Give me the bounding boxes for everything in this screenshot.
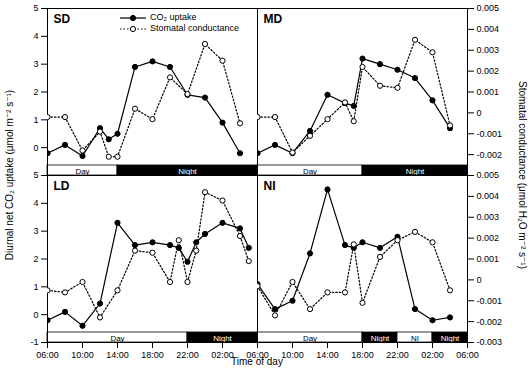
svg-text:0: 0 [33, 310, 38, 320]
svg-text:-0.002: -0.002 [477, 317, 503, 327]
svg-text:22:00: 22:00 [176, 350, 199, 360]
svg-text:Day: Day [303, 334, 317, 343]
svg-text:18:00: 18:00 [351, 350, 374, 360]
svg-text:0.003: 0.003 [477, 45, 500, 55]
svg-text:14:00: 14:00 [106, 350, 129, 360]
svg-text:4: 4 [33, 198, 38, 208]
svg-text:5: 5 [33, 3, 38, 13]
svg-text:Night: Night [213, 334, 232, 343]
svg-text:0: 0 [477, 108, 482, 118]
svg-text:NI: NI [264, 179, 276, 193]
svg-text:0: 0 [477, 275, 482, 285]
svg-text:0.003: 0.003 [477, 212, 500, 222]
svg-text:4: 4 [33, 31, 38, 41]
svg-text:06:00: 06:00 [456, 350, 479, 360]
svg-text:-1: -1 [30, 337, 38, 347]
svg-text:-0.001: -0.001 [477, 129, 503, 139]
svg-text:5: 5 [33, 170, 38, 180]
svg-text:Day: Day [75, 167, 89, 176]
svg-text:Night: Night [406, 167, 425, 176]
svg-text:Night: Night [371, 334, 390, 343]
svg-text:-0.003: -0.003 [477, 337, 503, 347]
svg-text:0.005: 0.005 [477, 170, 500, 180]
svg-text:22:00: 22:00 [386, 350, 409, 360]
svg-text:0.004: 0.004 [477, 191, 500, 201]
svg-text:14:00: 14:00 [316, 350, 339, 360]
svg-text:3: 3 [33, 59, 38, 69]
svg-text:2: 2 [33, 254, 38, 264]
svg-text:1: 1 [33, 115, 38, 125]
svg-text:2: 2 [33, 87, 38, 97]
svg-text:0.001: 0.001 [477, 254, 500, 264]
svg-text:0.002: 0.002 [477, 66, 500, 76]
svg-text:NI: NI [411, 334, 419, 343]
svg-text:Day: Day [303, 167, 317, 176]
svg-text:3: 3 [33, 226, 38, 236]
svg-text:02:00: 02:00 [211, 350, 234, 360]
svg-text:-0.001: -0.001 [477, 296, 503, 306]
svg-text:10:00: 10:00 [281, 350, 304, 360]
svg-text:SD: SD [54, 12, 71, 26]
svg-text:0.005: 0.005 [477, 3, 500, 13]
svg-text:MD: MD [264, 12, 283, 26]
svg-text:10:00: 10:00 [71, 350, 94, 360]
svg-text:02:00: 02:00 [421, 350, 444, 360]
svg-text:0.004: 0.004 [477, 24, 500, 34]
svg-text:Night: Night [178, 167, 197, 176]
svg-text:06:00: 06:00 [36, 350, 59, 360]
svg-text:Day: Day [110, 334, 124, 343]
svg-text:0: 0 [33, 143, 38, 153]
svg-text:-0.002: -0.002 [477, 150, 503, 160]
svg-text:LD: LD [54, 179, 70, 193]
svg-text:18:00: 18:00 [141, 350, 164, 360]
svg-text:1: 1 [33, 282, 38, 292]
svg-text:Night: Night [441, 334, 460, 343]
svg-text:0.002: 0.002 [477, 233, 500, 243]
svg-text:0.001: 0.001 [477, 87, 500, 97]
